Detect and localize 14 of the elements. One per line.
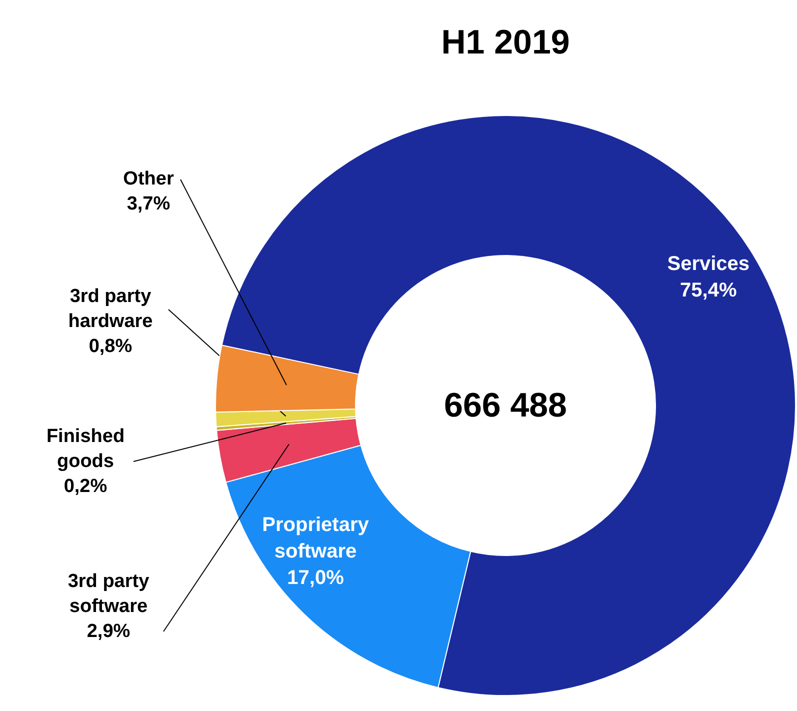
slice-label: Proprietary software	[262, 514, 370, 562]
slice-label: 3rd party hardware	[68, 286, 153, 332]
data-label: 17,0%	[287, 566, 344, 589]
data-label: 75,4%	[680, 280, 737, 302]
slice-label: 3rd party software	[68, 570, 150, 617]
slice-label: Finished goods	[46, 426, 125, 472]
data-label: 0,8%	[88, 336, 132, 358]
slice-label: Services	[667, 253, 750, 276]
data-label: 2,9%	[86, 621, 130, 642]
data-label: 3,7%	[126, 194, 170, 215]
slice-label: Other	[123, 168, 174, 190]
chart-title: H1 2019	[441, 24, 570, 62]
data-label: 0,2%	[64, 476, 108, 498]
text: 666 488	[444, 386, 567, 424]
